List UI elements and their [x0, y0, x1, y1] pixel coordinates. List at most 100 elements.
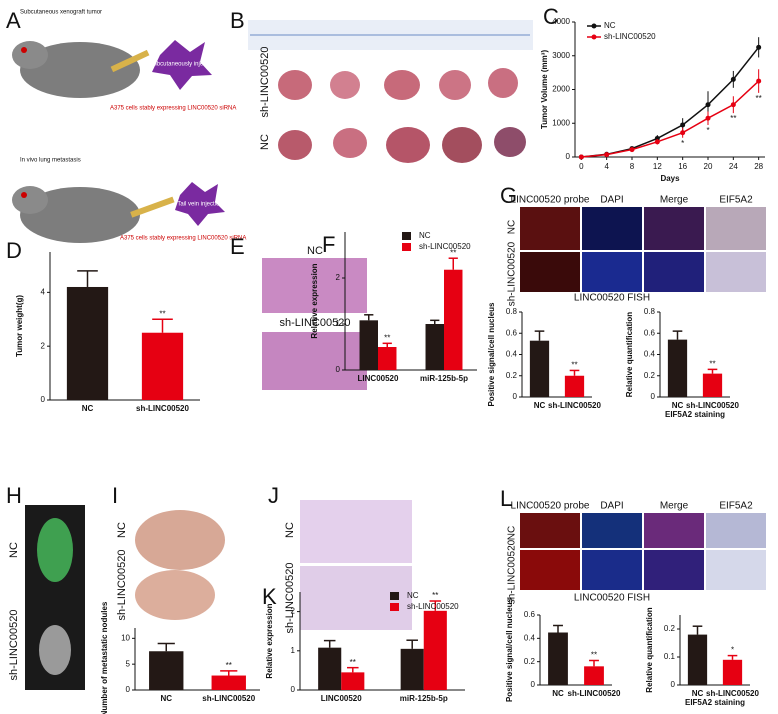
- y-tick-label: 0.2: [644, 371, 656, 380]
- mouse-illustrations: [12, 40, 225, 243]
- imaging-signal: [39, 625, 71, 675]
- point: [654, 139, 660, 145]
- y-tick-label: 0.6: [506, 328, 518, 337]
- bar: [341, 672, 365, 690]
- y-tick-label: 0.6: [524, 610, 536, 619]
- bar: [318, 647, 342, 690]
- row-label: NC: [507, 220, 518, 234]
- x-tick-label: 28: [754, 162, 763, 171]
- y-tick-label: 10: [121, 633, 130, 642]
- bar: [66, 286, 109, 400]
- b-row-label: NC: [259, 134, 271, 150]
- b-row-label: sh-LINC00520: [259, 47, 271, 118]
- significance: **: [432, 591, 438, 600]
- significance: **: [450, 248, 456, 257]
- y-tick-label: 1000: [552, 118, 570, 127]
- significance: **: [709, 359, 715, 368]
- y-tick-label: 1: [336, 319, 341, 328]
- legend-label: sh-LINC00520: [419, 242, 471, 251]
- caption: LINC00520 FISH: [574, 293, 650, 304]
- x-tick-label: NC: [692, 689, 704, 698]
- panel-letter: L: [500, 486, 512, 511]
- panel-letter: I: [112, 483, 118, 508]
- x-tick-label: sh-LINC00520: [686, 401, 739, 410]
- y-tick-label: 0.4: [644, 350, 656, 359]
- legend-label: NC: [419, 231, 431, 240]
- lung-photo: [135, 510, 225, 570]
- significance: **: [384, 333, 390, 342]
- panel-letter: J: [268, 483, 279, 508]
- significance: **: [226, 661, 232, 670]
- column-header: DAPI: [600, 195, 623, 206]
- significance: **: [350, 658, 356, 667]
- a-top-injection: Subcutaneously injected: [149, 62, 214, 68]
- legend-swatch: [402, 232, 411, 240]
- y-tick-label: 0.8: [644, 307, 656, 316]
- y-axis-label: Number of metastatic nodules: [100, 601, 109, 714]
- x-tick-label: NC: [672, 401, 684, 410]
- column-header: DAPI: [600, 501, 623, 512]
- y-tick-label: 0: [566, 152, 571, 161]
- row-label: NC: [116, 522, 128, 538]
- panel-letter: B: [230, 8, 245, 33]
- y-tick-label: 0: [651, 392, 656, 401]
- significance: **: [571, 361, 577, 370]
- a-bottom-title: In vivo lung metastasis: [20, 158, 81, 164]
- panel-letter: A: [6, 8, 21, 33]
- y-tick-label: 0.8: [506, 307, 518, 316]
- y-tick-label: 5: [126, 659, 131, 668]
- point: [629, 147, 635, 153]
- e-row-label: NC: [307, 245, 323, 257]
- e-row-label: sh-LINC00520: [280, 317, 351, 329]
- point: [680, 130, 686, 136]
- point: [680, 122, 686, 128]
- significance: **: [591, 651, 597, 660]
- y-tick-label: 4: [41, 287, 46, 296]
- y-tick-label: 1: [291, 646, 296, 655]
- y-tick-label: 4000: [552, 17, 570, 26]
- lung-photo: [135, 570, 215, 620]
- tumor-photo: [248, 20, 533, 163]
- x-tick-label: LINC00520: [321, 694, 362, 703]
- row-label: sh-LINC00520: [507, 241, 518, 306]
- x-tick-label: 16: [678, 162, 687, 171]
- x-tick-label: NC: [552, 689, 564, 698]
- point: [730, 102, 736, 108]
- panel-letter: K: [262, 584, 277, 609]
- bar: [211, 675, 246, 690]
- legend-swatch: [390, 592, 399, 600]
- bar: [425, 324, 444, 370]
- y-tick-label: 2: [41, 341, 46, 350]
- x-tick-label: 20: [704, 162, 713, 171]
- bar: [584, 666, 604, 685]
- a-bottom-cells: A375 cells stably expressing LINC00520 s…: [120, 236, 246, 242]
- y-tick-label: 0.4: [506, 350, 518, 359]
- l-fish-tiles: [520, 513, 766, 590]
- y-axis-label: Tumor weight(g): [15, 295, 24, 357]
- y-tick-label: 0: [531, 680, 536, 689]
- histology-image: [262, 332, 367, 390]
- x-tick-label: sh-LINC00520: [548, 401, 601, 410]
- y-tick-label: 0: [671, 680, 676, 689]
- y-axis-label: Relative expression: [265, 603, 274, 678]
- point: [705, 102, 711, 108]
- series-line: [581, 80, 760, 158]
- x-axis-label: EIF5A2 staining: [685, 698, 745, 707]
- x-axis-label: EIF5A2 staining: [665, 410, 725, 419]
- y-tick-label: 0.4: [524, 633, 536, 642]
- x-tick-label: LINC00520: [358, 374, 399, 383]
- x-tick-label: 4: [604, 162, 609, 171]
- a-bottom-injection: Tail vein injection: [177, 202, 222, 208]
- column-header: Merge: [660, 195, 689, 206]
- x-tick-label: 0: [579, 162, 584, 171]
- point: [730, 76, 736, 82]
- bar: [423, 610, 447, 690]
- point: [604, 152, 610, 158]
- imaging-signal: [37, 518, 73, 582]
- legend-swatch: [390, 603, 399, 611]
- column-header: LINC00520 probe: [511, 195, 590, 206]
- bar: [564, 375, 585, 397]
- x-axis-label: Days: [660, 174, 680, 183]
- bar: [667, 339, 688, 397]
- panel-letter: D: [6, 238, 22, 263]
